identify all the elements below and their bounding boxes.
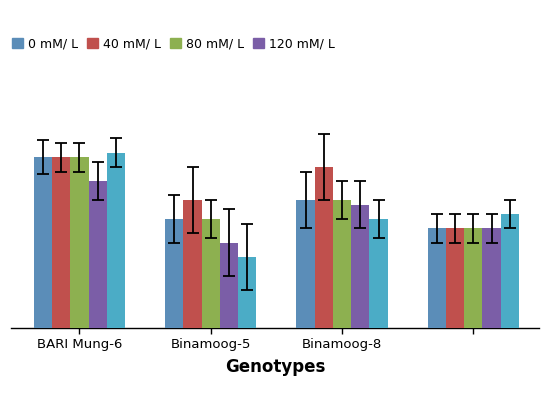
X-axis label: Genotypes: Genotypes — [225, 358, 325, 376]
Bar — [428, 228, 446, 400]
Bar — [296, 200, 315, 400]
Bar — [315, 167, 333, 400]
Bar — [52, 157, 70, 400]
Bar — [202, 219, 220, 400]
Bar — [183, 200, 202, 400]
Bar — [107, 152, 125, 400]
Legend: 0 mM/ L, 40 mM/ L, 80 mM/ L, 120 mM/ L: 0 mM/ L, 40 mM/ L, 80 mM/ L, 120 mM/ L — [7, 32, 340, 55]
Bar — [500, 214, 519, 400]
Bar — [238, 257, 256, 400]
Bar — [351, 205, 370, 400]
Bar — [89, 181, 107, 400]
Bar — [165, 219, 183, 400]
Bar — [370, 219, 388, 400]
Bar — [220, 243, 238, 400]
Bar — [70, 157, 89, 400]
Bar — [34, 157, 52, 400]
Bar — [446, 228, 464, 400]
Bar — [464, 228, 482, 400]
Bar — [482, 228, 501, 400]
Bar — [333, 200, 351, 400]
